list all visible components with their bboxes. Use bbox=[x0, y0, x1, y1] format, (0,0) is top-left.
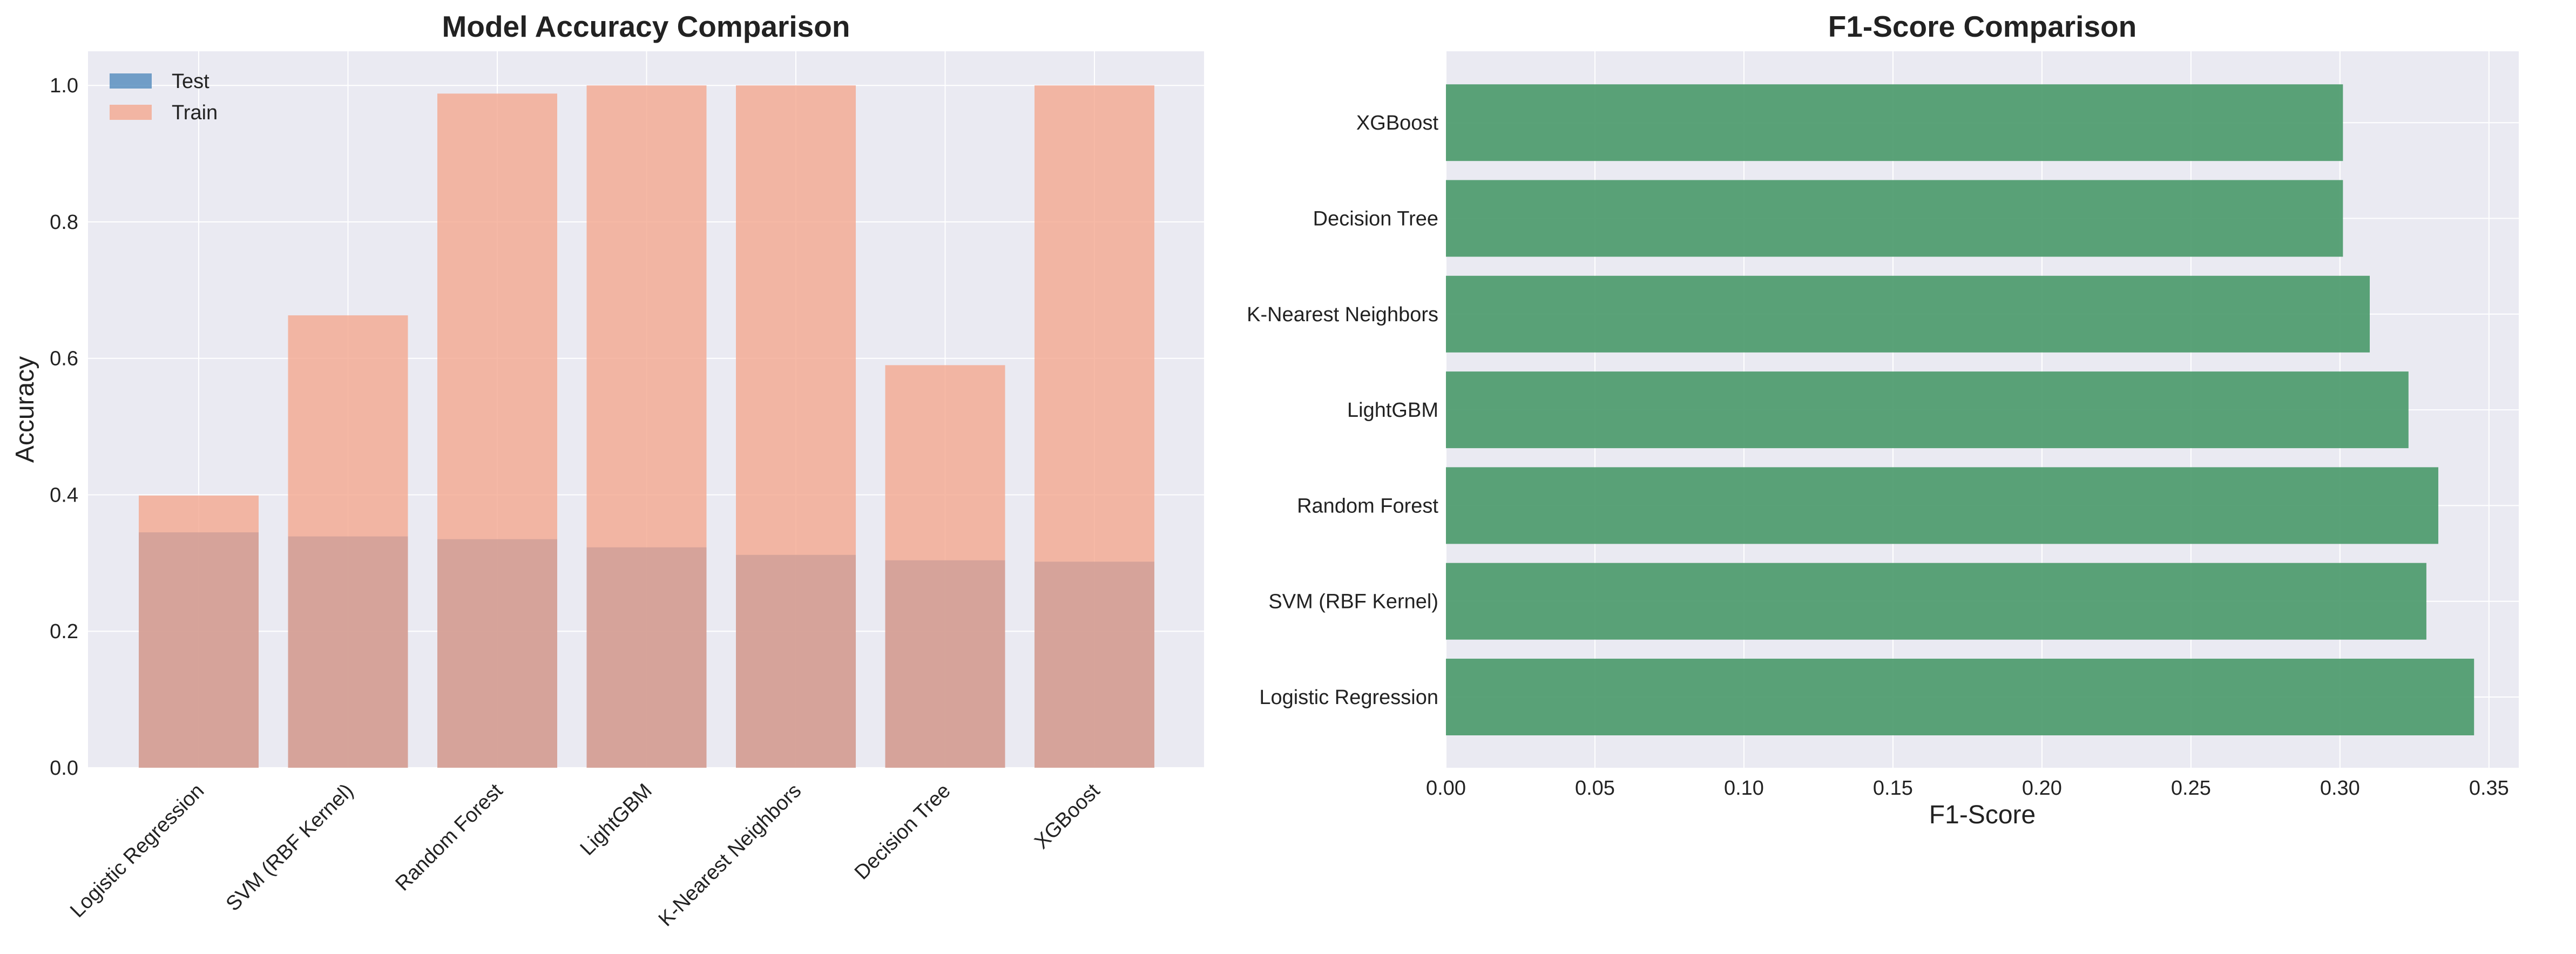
train-bar-k-nearest-neighbors bbox=[736, 85, 856, 768]
f1-y-tick-label: Decision Tree bbox=[1313, 208, 1438, 231]
f1-bar-xgboost bbox=[1446, 84, 2343, 161]
accuracy-x-tick-label: Logistic Regression bbox=[66, 780, 208, 922]
accuracy-x-tick-label: K-Nearest Neighbors bbox=[654, 780, 806, 931]
f1-x-tick-label: 0.10 bbox=[1724, 777, 1764, 800]
accuracy-legend: Test Train bbox=[110, 70, 218, 124]
f1-bar-random-forest bbox=[1446, 467, 2438, 544]
train-bar-lightgbm bbox=[586, 85, 707, 768]
f1-bars bbox=[1446, 84, 2474, 735]
accuracy-x-tick-label: Decision Tree bbox=[850, 780, 955, 884]
accuracy-y-ticks: 0.0 0.2 0.4 0.6 0.8 1.0 bbox=[50, 75, 78, 780]
f1-bar-decision-tree bbox=[1446, 180, 2343, 257]
f1-bar-k-nearest-neighbors bbox=[1446, 275, 2370, 353]
accuracy-y-tick-label: 0.6 bbox=[50, 348, 78, 370]
f1-x-axis-label: F1-Score bbox=[1929, 801, 2036, 829]
f1-x-tick-label: 0.35 bbox=[2469, 777, 2509, 800]
f1-x-tick-label: 0.30 bbox=[2320, 777, 2360, 800]
f1-bar-lightgbm bbox=[1446, 371, 2409, 449]
accuracy-x-ticks: Logistic Regression SVM (RBF Kernel) Rando… bbox=[66, 779, 1104, 931]
f1-bar-logistic-regression bbox=[1446, 659, 2474, 735]
f1-x-tick-label: 0.05 bbox=[1575, 777, 1615, 800]
accuracy-y-tick-label: 0.4 bbox=[50, 484, 78, 506]
legend-label-test: Test bbox=[172, 70, 209, 93]
accuracy-x-tick-label: XGBoost bbox=[1030, 779, 1105, 854]
f1-x-tick-label: 0.25 bbox=[2171, 777, 2211, 800]
f1-y-tick-label: XGBoost bbox=[1356, 112, 1439, 134]
train-bar-random-forest bbox=[437, 93, 557, 768]
accuracy-x-tick-label: LightGBM bbox=[576, 780, 657, 860]
accuracy-y-tick-label: 0.8 bbox=[50, 211, 78, 234]
train-bar-decision-tree bbox=[885, 365, 1005, 768]
accuracy-chart: 0.0 0.2 0.4 0.6 0.8 1.0 Logistic Regression SV… bbox=[11, 10, 1204, 931]
f1-chart-title: F1-Score Comparison bbox=[1828, 10, 2137, 43]
f1-y-ticks: Logistic Regression SVM (RBF Kernel) Rando… bbox=[1247, 112, 1438, 709]
f1-y-tick-label: Random Forest bbox=[1297, 495, 1438, 517]
f1-y-tick-label: LightGBM bbox=[1347, 399, 1438, 422]
legend-swatch-test bbox=[110, 73, 152, 89]
f1-x-tick-label: 0.15 bbox=[1873, 777, 1913, 800]
legend-label-train: Train bbox=[172, 102, 218, 124]
accuracy-x-tick-label: SVM (RBF Kernel) bbox=[222, 780, 358, 916]
f1-y-tick-label: Logistic Regression bbox=[1259, 686, 1438, 709]
f1-y-tick-label: K-Nearest Neighbors bbox=[1247, 303, 1438, 326]
accuracy-y-axis-label: Accuracy bbox=[11, 356, 39, 463]
f1-y-tick-label: SVM (RBF Kernel) bbox=[1268, 591, 1438, 613]
accuracy-y-tick-label: 0.0 bbox=[50, 757, 78, 780]
f1-bar-svm-rbf-kernel bbox=[1446, 563, 2426, 640]
legend-swatch-train bbox=[110, 105, 152, 120]
accuracy-bars bbox=[139, 85, 1154, 768]
accuracy-y-tick-label: 1.0 bbox=[50, 75, 78, 97]
f1-x-tick-label: 0.20 bbox=[2022, 777, 2062, 800]
f1-x-ticks: 0.00 0.05 0.10 0.15 0.20 0.25 0.30 0.35 bbox=[1426, 777, 2509, 800]
accuracy-y-tick-label: 0.2 bbox=[50, 620, 78, 643]
train-bar-xgboost bbox=[1035, 85, 1154, 768]
train-bar-svm-rbf-kernel bbox=[288, 315, 408, 768]
f1-chart: 0.00 0.05 0.10 0.15 0.20 0.25 0.30 0.35 Logisti… bbox=[1247, 10, 2519, 829]
train-bar-logistic-regression bbox=[139, 495, 259, 768]
accuracy-x-tick-label: Random Forest bbox=[391, 779, 507, 895]
f1-x-tick-label: 0.00 bbox=[1426, 777, 1466, 800]
accuracy-chart-title: Model Accuracy Comparison bbox=[442, 10, 850, 43]
